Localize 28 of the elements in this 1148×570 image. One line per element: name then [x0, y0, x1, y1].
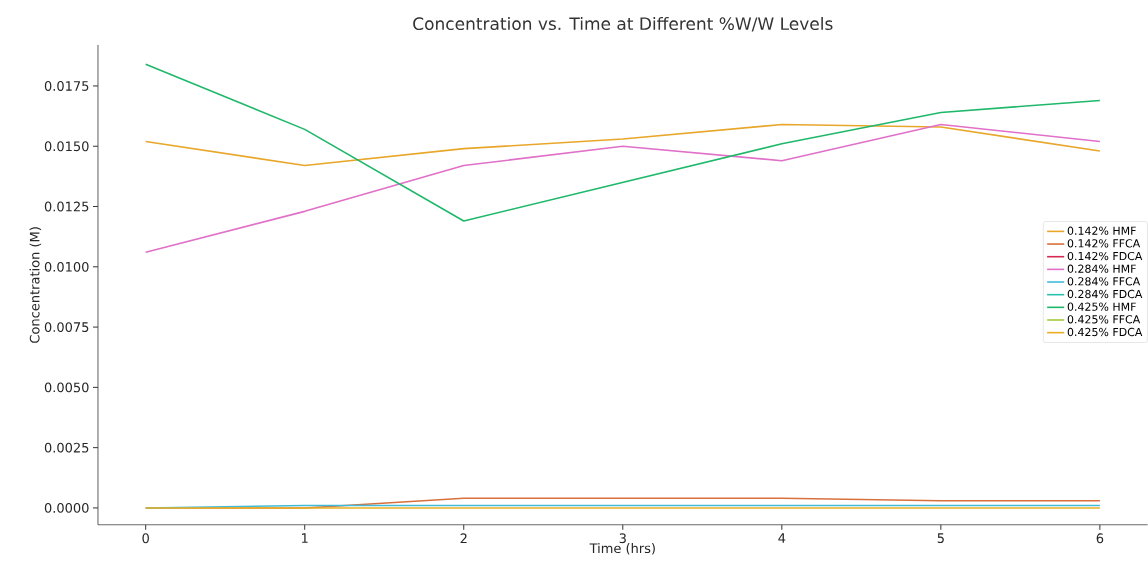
y-tick-label: 0.0150	[44, 141, 89, 152]
line-series	[144, 123, 1101, 167]
x-tick-label: 0	[142, 533, 149, 544]
legend-label: 0.284% FDCA	[1067, 289, 1143, 299]
y-tick-label: 0.0025	[44, 442, 89, 453]
x-axis-title: Time (hrs)	[589, 543, 655, 555]
legend-label: 0.425% FDCA	[1067, 327, 1143, 337]
y-tick-label: 0.0125	[44, 201, 89, 212]
y-tick-label: 0.0175	[44, 81, 89, 91]
legend-label: 0.142% FDCA	[1067, 251, 1143, 261]
y-axis-title: Concentration (M)	[29, 227, 42, 343]
legend-label: 0.425% HMF	[1067, 302, 1136, 311]
legend-label: 0.425% FFCA	[1067, 315, 1141, 324]
legend-label: 0.142% HMF	[1067, 226, 1136, 235]
y-tick-label: 0.0050	[44, 382, 89, 393]
y-tick-label: 0.0000	[44, 503, 89, 513]
legend-label: 0.284% FFCA	[1067, 277, 1141, 286]
y-tick-label: 0.0100	[44, 261, 89, 272]
x-tick-label: 5	[937, 533, 944, 544]
legend-label: 0.284% HMF	[1067, 264, 1136, 273]
chart-title: Concentration vs. Time at Different %W/W Levels	[413, 17, 833, 32]
y-tick-label: 0.0075	[44, 322, 89, 333]
legend-label: 0.142% FFCA	[1067, 239, 1141, 248]
x-tick-label: 4	[778, 533, 786, 543]
x-tick-label: 2	[460, 533, 467, 544]
x-tick-label: 3	[619, 533, 626, 544]
x-tick-label: 6	[1096, 533, 1104, 544]
x-tick-label: 1	[302, 533, 308, 543]
